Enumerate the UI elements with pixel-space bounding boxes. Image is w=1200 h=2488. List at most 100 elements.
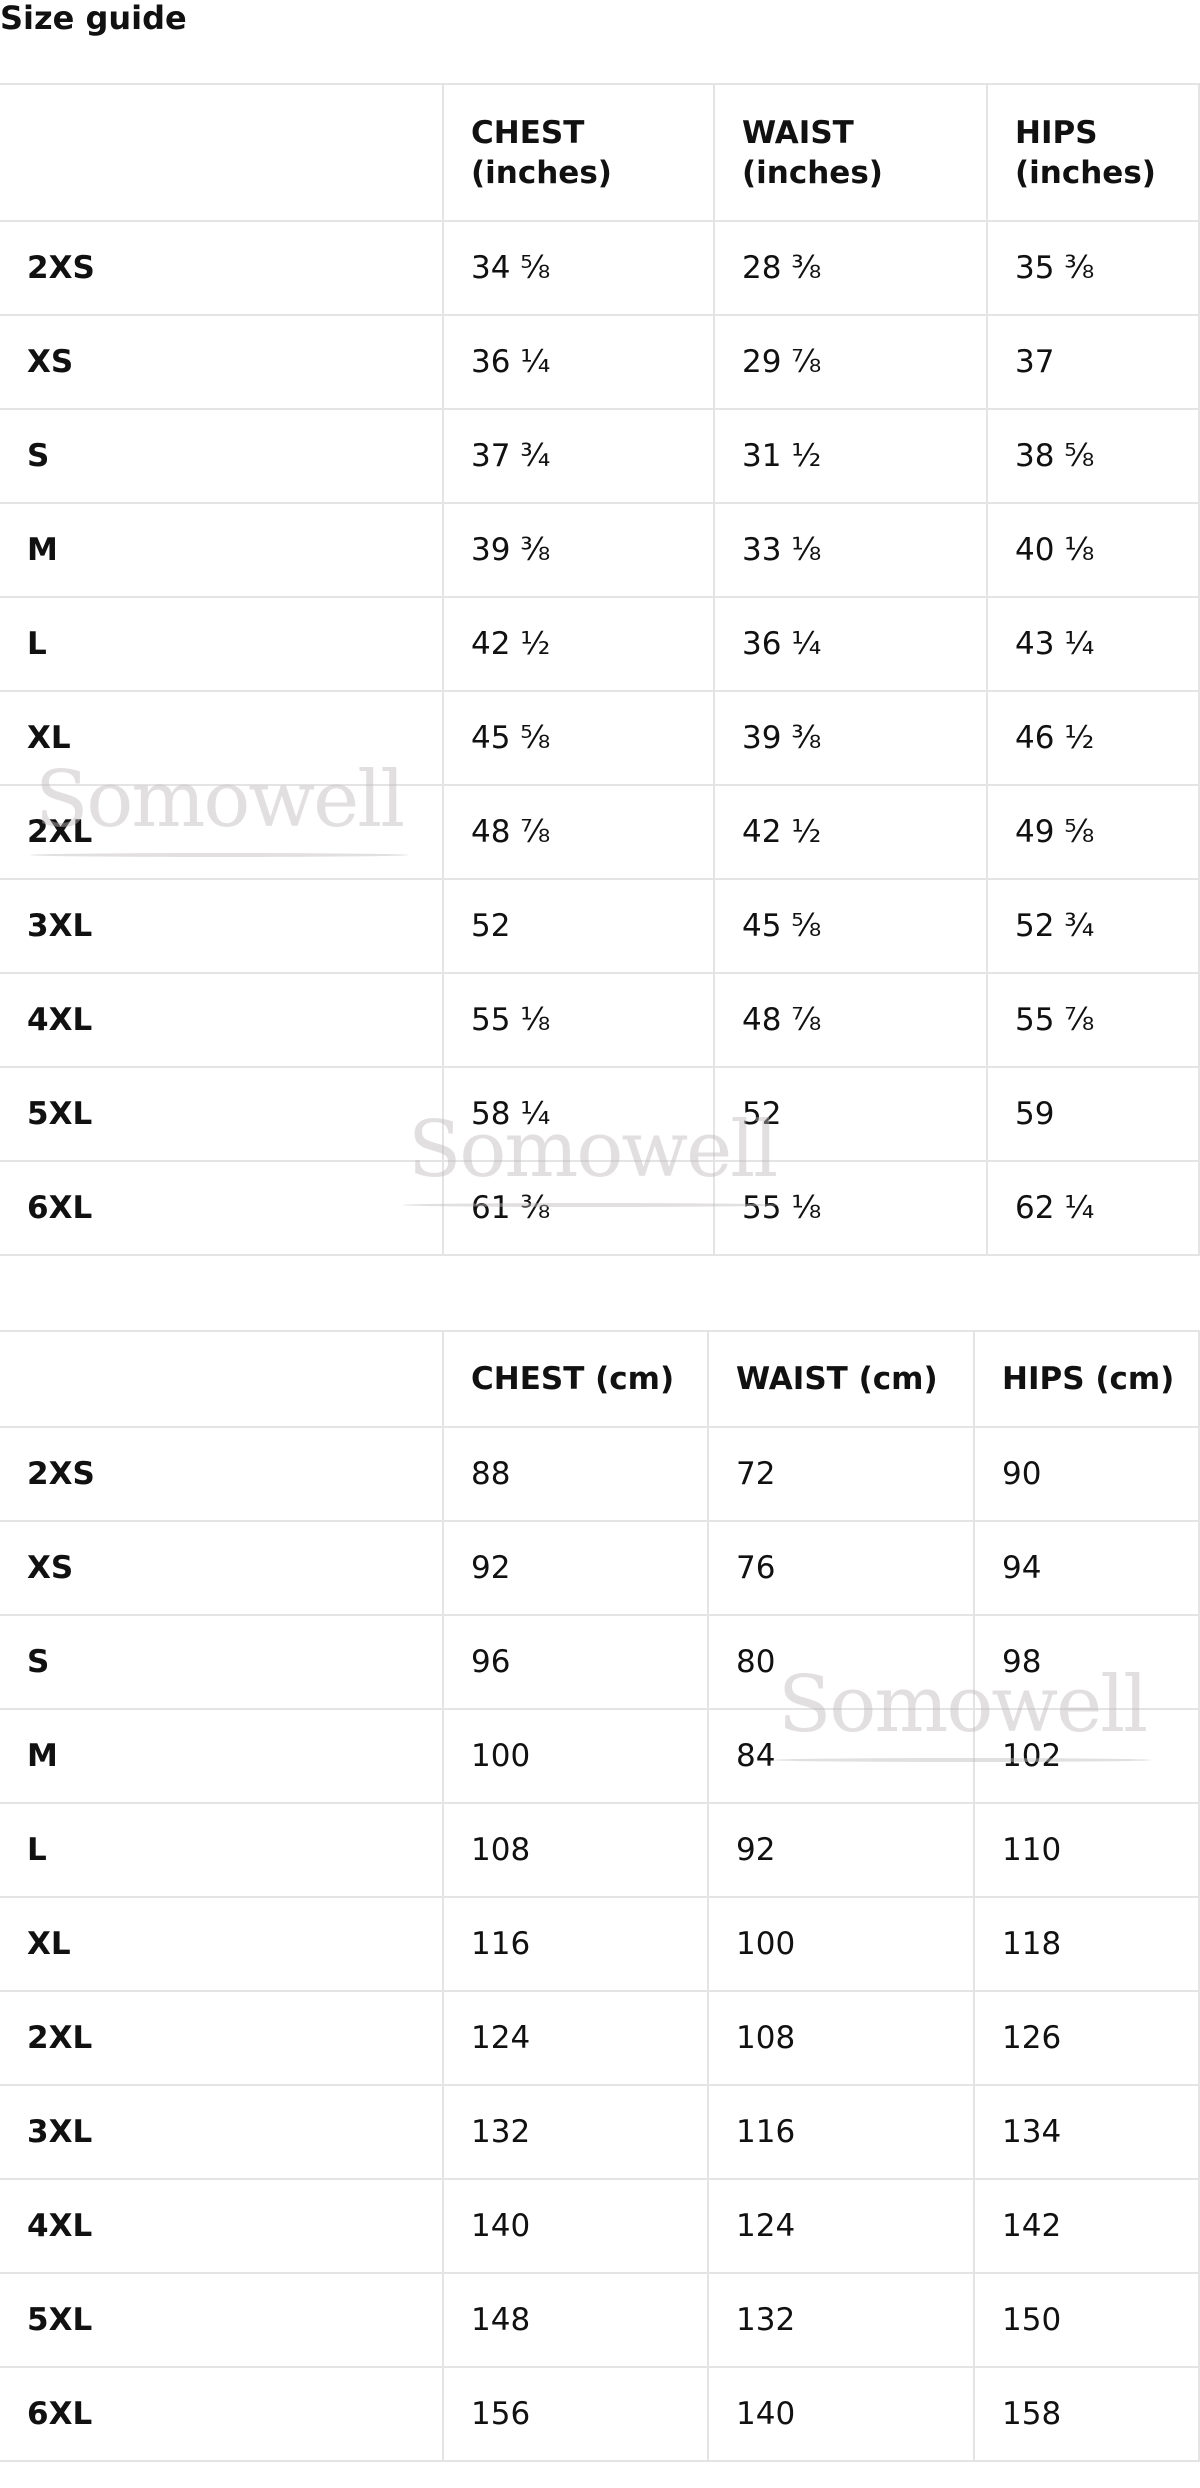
measurement-cell: 49 ⅝	[986, 784, 1200, 880]
measurement-cell: 124	[707, 2178, 975, 2274]
column-header: HIPS (inches)	[986, 83, 1200, 222]
column-header: WAIST (cm)	[707, 1330, 975, 1428]
measurement-cell: 80	[707, 1614, 975, 1710]
measurement-cell: 43 ¼	[986, 596, 1200, 692]
table-header-row: CHEST (cm) WAIST (cm) HIPS (cm)	[0, 1330, 1200, 1428]
table-row: XS 36 ¼ 29 ⅞ 37	[0, 314, 1200, 410]
table-row: 3XL 52 45 ⅝ 52 ¾	[0, 878, 1200, 974]
size-table-inches: CHEST (inches) WAIST (inches) HIPS (inches) 2…	[0, 83, 1200, 1256]
size-label: 6XL	[0, 1160, 444, 1256]
measurement-cell: 132	[442, 2084, 709, 2180]
measurement-cell: 62 ¼	[986, 1160, 1200, 1256]
measurement-cell: 48 ⅞	[442, 784, 715, 880]
measurement-cell: 90	[973, 1426, 1200, 1522]
column-header: HIPS (cm)	[973, 1330, 1200, 1428]
measurement-cell: 100	[442, 1708, 709, 1804]
measurement-cell: 36 ¼	[713, 596, 988, 692]
size-label: S	[0, 1614, 444, 1710]
measurement-cell: 39 ⅜	[442, 502, 715, 598]
size-label: 5XL	[0, 1066, 444, 1162]
table-row: S 37 ¾ 31 ½ 38 ⅝	[0, 408, 1200, 504]
column-header: CHEST (cm)	[442, 1330, 709, 1428]
table-row: XL 116 100 118	[0, 1896, 1200, 1992]
measurement-cell: 52 ¾	[986, 878, 1200, 974]
measurement-cell: 61 ⅜	[442, 1160, 715, 1256]
measurement-cell: 37 ¾	[442, 408, 715, 504]
measurement-cell: 158	[973, 2366, 1200, 2462]
measurement-cell: 116	[442, 1896, 709, 1992]
measurement-cell: 110	[973, 1802, 1200, 1898]
table-row: L 42 ½ 36 ¼ 43 ¼	[0, 596, 1200, 692]
table-row: M 39 ⅜ 33 ⅛ 40 ⅛	[0, 502, 1200, 598]
table-row: 2XS 88 72 90	[0, 1426, 1200, 1522]
table-row: M 100 84 102	[0, 1708, 1200, 1804]
size-label: 2XS	[0, 220, 444, 316]
measurement-cell: 39 ⅜	[713, 690, 988, 786]
measurement-cell: 118	[973, 1896, 1200, 1992]
measurement-cell: 40 ⅛	[986, 502, 1200, 598]
size-label: 5XL	[0, 2272, 444, 2368]
size-label: S	[0, 408, 444, 504]
measurement-cell: 59	[986, 1066, 1200, 1162]
measurement-cell: 132	[707, 2272, 975, 2368]
measurement-cell: 76	[707, 1520, 975, 1616]
table-row: XL 45 ⅝ 39 ⅜ 46 ½	[0, 690, 1200, 786]
measurement-cell: 36 ¼	[442, 314, 715, 410]
measurement-cell: 94	[973, 1520, 1200, 1616]
measurement-cell: 72	[707, 1426, 975, 1522]
measurement-cell: 33 ⅛	[713, 502, 988, 598]
measurement-cell: 35 ⅜	[986, 220, 1200, 316]
measurement-cell: 142	[973, 2178, 1200, 2274]
measurement-cell: 88	[442, 1426, 709, 1522]
measurement-cell: 140	[442, 2178, 709, 2274]
measurement-cell: 46 ½	[986, 690, 1200, 786]
measurement-cell: 31 ½	[713, 408, 988, 504]
size-table-cm: CHEST (cm) WAIST (cm) HIPS (cm) 2XS 88 72 90 X…	[0, 1330, 1200, 2462]
measurement-cell: 55 ⅛	[442, 972, 715, 1068]
table-row: 3XL 132 116 134	[0, 2084, 1200, 2180]
measurement-cell: 108	[707, 1990, 975, 2086]
table-row: S 96 80 98	[0, 1614, 1200, 1710]
measurement-cell: 38 ⅝	[986, 408, 1200, 504]
table-row: XS 92 76 94	[0, 1520, 1200, 1616]
header-cell-size	[0, 1330, 444, 1428]
measurement-cell: 156	[442, 2366, 709, 2462]
size-label: M	[0, 502, 444, 598]
measurement-cell: 124	[442, 1990, 709, 2086]
table-row: 4XL 140 124 142	[0, 2178, 1200, 2274]
measurement-cell: 55 ⅞	[986, 972, 1200, 1068]
measurement-cell: 116	[707, 2084, 975, 2180]
size-label: M	[0, 1708, 444, 1804]
measurement-cell: 45 ⅝	[713, 878, 988, 974]
size-label: 3XL	[0, 2084, 444, 2180]
measurement-cell: 140	[707, 2366, 975, 2462]
size-label: XS	[0, 1520, 444, 1616]
measurement-cell: 98	[973, 1614, 1200, 1710]
size-label: 4XL	[0, 2178, 444, 2274]
measurement-cell: 150	[973, 2272, 1200, 2368]
table-row: 2XL 124 108 126	[0, 1990, 1200, 2086]
measurement-cell: 96	[442, 1614, 709, 1710]
measurement-cell: 52	[442, 878, 715, 974]
table-header-row: CHEST (inches) WAIST (inches) HIPS (inches)	[0, 83, 1200, 222]
measurement-cell: 58 ¼	[442, 1066, 715, 1162]
size-label: 3XL	[0, 878, 444, 974]
measurement-cell: 45 ⅝	[442, 690, 715, 786]
table-row: 4XL 55 ⅛ 48 ⅞ 55 ⅞	[0, 972, 1200, 1068]
size-label: XL	[0, 690, 444, 786]
size-label: 6XL	[0, 2366, 444, 2462]
table-row: 2XS 34 ⅝ 28 ⅜ 35 ⅜	[0, 220, 1200, 316]
table-row: 5XL 58 ¼ 52 59	[0, 1066, 1200, 1162]
size-label: 4XL	[0, 972, 444, 1068]
measurement-cell: 42 ½	[713, 784, 988, 880]
measurement-cell: 29 ⅞	[713, 314, 988, 410]
size-label: L	[0, 596, 444, 692]
table-row: 5XL 148 132 150	[0, 2272, 1200, 2368]
measurement-cell: 48 ⅞	[713, 972, 988, 1068]
measurement-cell: 134	[973, 2084, 1200, 2180]
column-header: WAIST (inches)	[713, 83, 988, 222]
table-row: 2XL 48 ⅞ 42 ½ 49 ⅝	[0, 784, 1200, 880]
measurement-cell: 42 ½	[442, 596, 715, 692]
measurement-cell: 148	[442, 2272, 709, 2368]
measurement-cell: 108	[442, 1802, 709, 1898]
